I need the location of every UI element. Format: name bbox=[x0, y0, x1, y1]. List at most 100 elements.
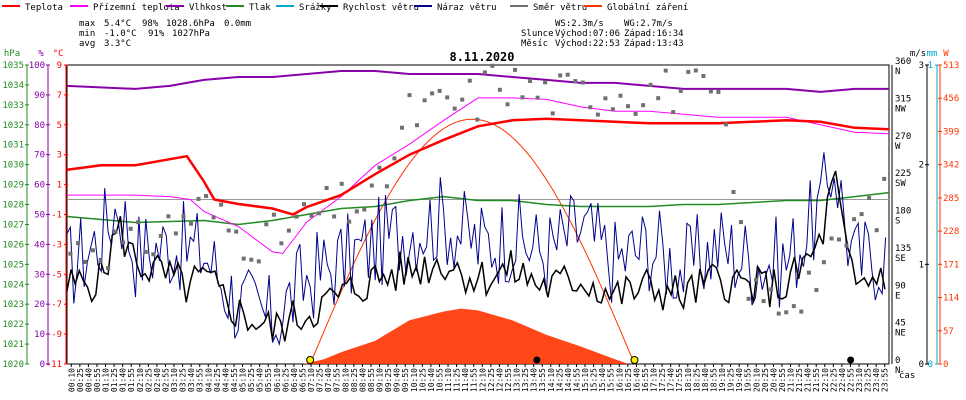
sun-rise: Východ:07:06 bbox=[555, 29, 620, 39]
x-tick-label-47: 11:55 bbox=[470, 368, 479, 392]
wind-dir-point bbox=[83, 259, 88, 264]
wind-dir-point bbox=[384, 184, 389, 189]
wind-dir-point bbox=[136, 220, 141, 225]
direction-cmp-2: NE bbox=[895, 329, 906, 339]
x-tick-label-62: 15:40 bbox=[598, 368, 607, 392]
x-tick-label-68: 17:10 bbox=[650, 368, 659, 392]
wind-dir-point bbox=[497, 87, 502, 92]
x-axis-label: čas bbox=[899, 370, 915, 381]
radiation-axis-label-0: 0 bbox=[943, 360, 948, 370]
wind-dir-point bbox=[829, 236, 834, 241]
moon-set: Západ:13:43 bbox=[624, 39, 684, 49]
moonrise-marker bbox=[847, 356, 855, 364]
x-tick-label-48: 12:10 bbox=[478, 368, 487, 392]
x-tick-label-55: 13:55 bbox=[538, 368, 547, 392]
direction-deg-14: 315 bbox=[895, 94, 911, 104]
x-tick-label-64: 16:10 bbox=[615, 368, 624, 392]
legend-label-1: Přízemní teplota bbox=[93, 3, 180, 13]
wind-axis-label-0: 0 bbox=[919, 360, 924, 370]
x-tick-label-15: 03:55 bbox=[196, 368, 205, 392]
wind-dir-point bbox=[776, 311, 781, 316]
wind-dir-point bbox=[610, 107, 615, 112]
pressure-line bbox=[66, 191, 890, 226]
x-tick-label-30: 07:40 bbox=[324, 368, 333, 392]
humidity-axis-label-10: 100 bbox=[29, 61, 45, 71]
wind-dir-point bbox=[678, 88, 683, 93]
wind-dir-point bbox=[859, 212, 864, 217]
wind-speed-info: WS:2.3m/s bbox=[555, 19, 604, 29]
temperature-axis-label-2: -7 bbox=[51, 300, 62, 310]
wind-dir-point bbox=[173, 231, 178, 236]
x-tick-label-95: 23:55 bbox=[881, 368, 890, 392]
wind-dir-point bbox=[641, 103, 646, 108]
moon-label: Měsíc bbox=[521, 39, 548, 49]
x-tick-label-57: 14:25 bbox=[555, 368, 564, 392]
wind-dir-point bbox=[324, 186, 329, 190]
x-tick-label-36: 09:10 bbox=[376, 368, 385, 392]
temperature-axis-label-0: -11 bbox=[46, 360, 62, 370]
direction-cmp-0: N bbox=[895, 366, 900, 376]
wind-dir-point bbox=[626, 104, 630, 109]
x-tick-label-74: 18:40 bbox=[701, 368, 710, 392]
wind-dir-point bbox=[505, 102, 510, 107]
wind-dir-point bbox=[663, 68, 668, 73]
x-tick-label-76: 19:10 bbox=[718, 368, 727, 392]
x-tick-label-82: 20:40 bbox=[769, 368, 778, 392]
wind-sun-info: WS:2.3m/s WG:2.7m/s Slunce Východ:07:06 … bbox=[521, 19, 684, 49]
wind-dir-point bbox=[739, 220, 743, 225]
humidity-axis-label-5: 50 bbox=[34, 211, 45, 221]
wind-dir-point bbox=[151, 252, 156, 257]
wind-dir-point bbox=[769, 287, 774, 292]
x-tick-label-35: 08:55 bbox=[367, 368, 376, 392]
wind-dir-point bbox=[573, 79, 578, 84]
x-tick-label-28: 07:10 bbox=[307, 368, 316, 392]
wind-dir-point bbox=[754, 277, 759, 282]
x-tick-label-71: 17:55 bbox=[675, 368, 684, 392]
wind-dir-point bbox=[837, 237, 841, 242]
wind-dir-point bbox=[219, 202, 224, 207]
humidity-axis-label-0: 0 bbox=[40, 360, 45, 370]
wind-axis-label-3: 3 bbox=[919, 61, 924, 71]
x-tick-label-1: 00:25 bbox=[76, 368, 85, 392]
x-tick-label-12: 03:10 bbox=[170, 368, 179, 392]
x-tick-label-83: 20:55 bbox=[778, 368, 787, 392]
radiation-axis-label-5: 285 bbox=[943, 194, 959, 204]
x-tick-label-49: 12:25 bbox=[487, 368, 496, 392]
wind-dir-point bbox=[761, 299, 766, 304]
x-tick-label-18: 04:40 bbox=[221, 368, 230, 392]
wind-dir-point bbox=[68, 251, 73, 256]
x-tick-label-41: 10:25 bbox=[418, 368, 427, 392]
x-tick-label-23: 05:55 bbox=[264, 368, 273, 392]
sun-label: Slunce bbox=[521, 29, 554, 39]
wind-dir-point bbox=[874, 228, 879, 233]
x-tick-label-56: 14:10 bbox=[547, 368, 556, 392]
x-tick-label-2: 00:40 bbox=[84, 368, 93, 392]
wind-dir-point bbox=[362, 207, 367, 212]
pressure-axis-label-10: 1030 bbox=[2, 161, 24, 171]
wind-dir-point bbox=[580, 80, 585, 85]
moonset-marker bbox=[533, 356, 541, 364]
sun-set: Západ:16:34 bbox=[624, 29, 684, 39]
pressure-axis-label-9: 1029 bbox=[2, 181, 24, 191]
wind-dir-point bbox=[234, 229, 239, 234]
humidity-axis-label-3: 30 bbox=[34, 270, 45, 280]
wind-dir-point bbox=[143, 249, 148, 254]
wind-dir-point bbox=[76, 241, 80, 246]
x-tick-label-66: 16:40 bbox=[632, 368, 641, 392]
pressure-axis-label-7: 1027 bbox=[2, 220, 24, 230]
pressure-axis-unit: hPa bbox=[4, 49, 20, 59]
wind-dir-point bbox=[460, 97, 465, 102]
wind-dir-point bbox=[256, 259, 261, 264]
wind-axis-unit: m/s bbox=[910, 49, 926, 59]
stat-min-press: 1027hPa bbox=[172, 29, 210, 39]
radiation-axis-label-9: 513 bbox=[943, 61, 959, 71]
x-tick-label-8: 02:10 bbox=[136, 368, 145, 392]
pressure-axis-label-11: 1031 bbox=[2, 141, 24, 151]
wind-dir-point bbox=[746, 296, 751, 301]
stat-max-label: max bbox=[79, 19, 96, 29]
x-tick-label-34: 08:40 bbox=[358, 368, 367, 392]
wind-dir-point bbox=[882, 176, 887, 181]
legend-label-4: Srážky bbox=[299, 3, 332, 13]
wind-dir-point bbox=[392, 156, 397, 161]
x-tick-label-94: 23:40 bbox=[872, 368, 881, 392]
